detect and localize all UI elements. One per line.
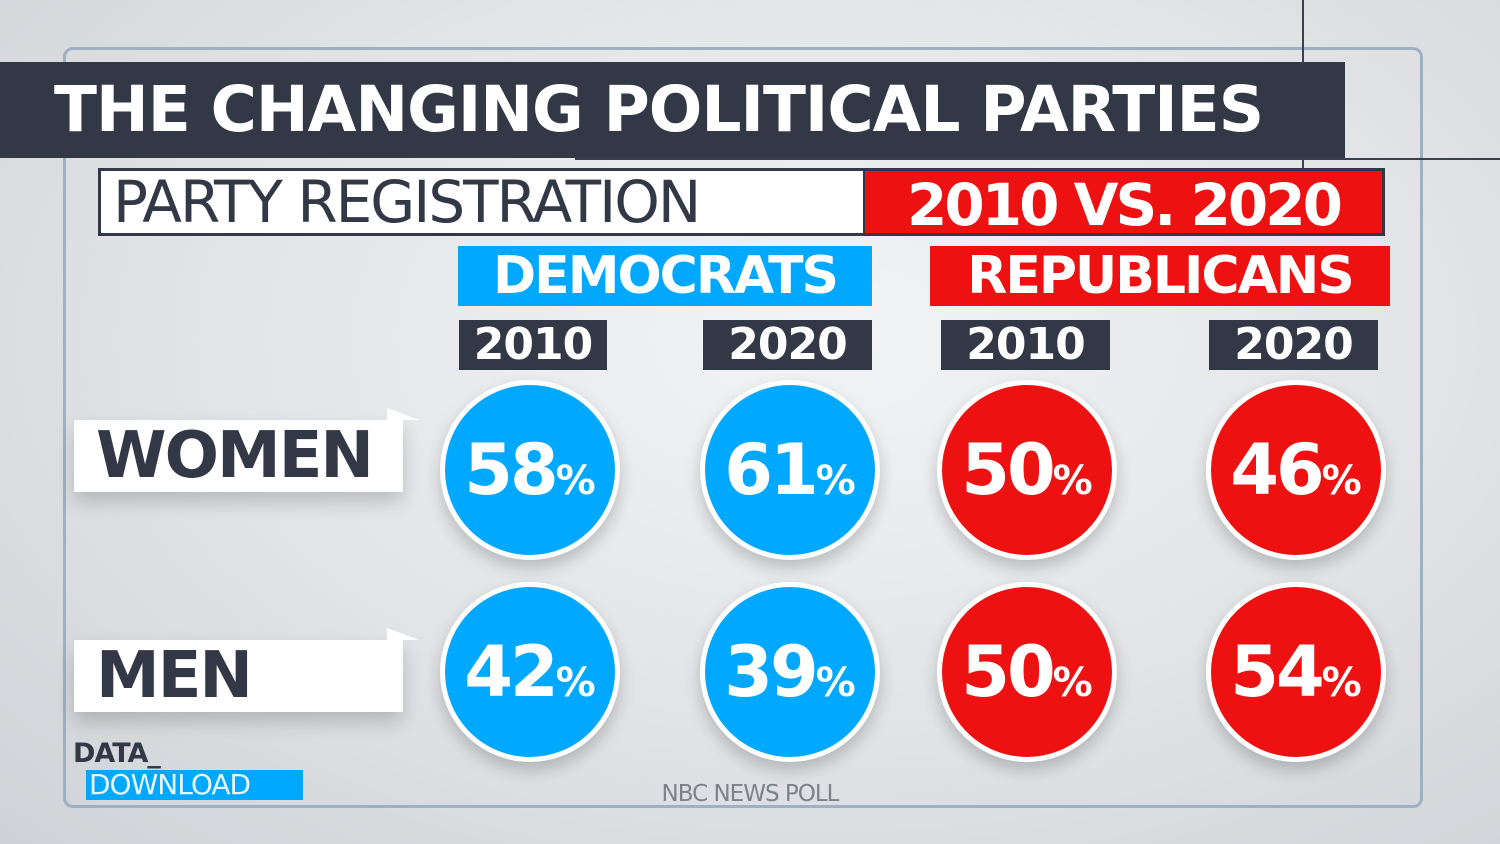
percent-sign: % (1321, 458, 1362, 504)
percent-sign: % (555, 458, 596, 504)
value-circle-men-0: 42% (440, 582, 620, 762)
year-rep-2010: 2010 (941, 320, 1110, 370)
header-republicans: REPUBLICANS (930, 246, 1390, 306)
value-circle-men-3: 54% (1206, 582, 1386, 762)
value-label: 42 (464, 631, 558, 713)
percent-sign: % (555, 660, 596, 706)
value-circle-men-1: 39% (700, 582, 880, 762)
value-circle-men-2: 50% (937, 582, 1117, 762)
value-label: 58 (464, 429, 558, 511)
value-label: 50 (961, 631, 1055, 713)
header-democrats: DEMOCRATS (458, 246, 872, 306)
brand-data: DATA_ (73, 738, 161, 769)
percent-sign: % (1321, 660, 1362, 706)
value-label: 46 (1230, 429, 1324, 511)
percent-sign: % (1052, 458, 1093, 504)
subtitle-left: PARTY REGISTRATION (98, 168, 866, 236)
value-circle-women-0: 58% (440, 380, 620, 560)
value-label: 50 (961, 429, 1055, 511)
frame-border (63, 47, 1423, 808)
percent-sign: % (815, 660, 856, 706)
row-label-men: MEN (74, 628, 419, 712)
source-note: NBC NEWS POLL (661, 781, 840, 807)
page-title: THE CHANGING POLITICAL PARTIES (0, 62, 1345, 158)
value-circle-women-1: 61% (700, 380, 880, 560)
value-label: 54 (1230, 631, 1324, 713)
row-label-women: WOMEN (74, 408, 419, 492)
value-circle-women-3: 46% (1206, 380, 1386, 560)
decorative-line (575, 158, 1500, 160)
percent-sign: % (815, 458, 856, 504)
brand-download: DOWNLOAD (86, 770, 303, 800)
year-rep-2020: 2020 (1209, 320, 1378, 370)
subtitle-right: 2010 VS. 2020 (865, 168, 1385, 239)
percent-sign: % (1052, 660, 1093, 706)
value-label: 61 (724, 429, 818, 511)
value-label: 39 (724, 631, 818, 713)
value-circle-women-2: 50% (937, 380, 1117, 560)
year-dem-2020: 2020 (703, 320, 872, 370)
year-dem-2010: 2010 (459, 320, 607, 370)
